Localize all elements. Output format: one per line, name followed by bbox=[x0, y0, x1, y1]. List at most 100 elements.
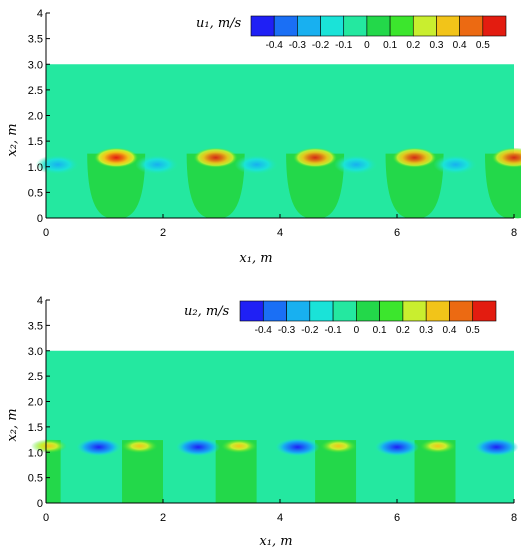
negative-trough bbox=[135, 154, 180, 175]
y-tick-label: 4 bbox=[37, 8, 43, 20]
colorbar-label: -0.2 bbox=[312, 40, 330, 51]
x-tick-label: 0 bbox=[43, 512, 49, 524]
contour-field-u1 bbox=[35, 64, 521, 219]
colorbar-label: 0.3 bbox=[419, 325, 433, 336]
positive-peak bbox=[94, 147, 139, 168]
positive-peak bbox=[30, 439, 67, 454]
colorbar-swatch bbox=[436, 15, 460, 37]
colorbar-label: 0.5 bbox=[476, 40, 490, 51]
y-tick-label: 1.0 bbox=[28, 162, 43, 174]
positive-peak bbox=[492, 147, 521, 168]
colorbar-label: 0.4 bbox=[443, 325, 457, 336]
axes-u1: 0 0.5 1.0 1.5 2.0 2.5 3.0 3.5 4 0 2 4 6 8 bbox=[28, 8, 517, 239]
colorbar-label: -0.4 bbox=[266, 40, 284, 51]
x-tick-label: 8 bbox=[511, 227, 517, 239]
colorbar-swatch bbox=[297, 15, 321, 37]
colorbar-label: 0.2 bbox=[396, 325, 410, 336]
colorbar-label: 0 bbox=[354, 325, 360, 336]
x-tick-label: 4 bbox=[277, 227, 283, 239]
colorbar-swatch bbox=[320, 15, 345, 37]
colorbar-label: 0.2 bbox=[406, 40, 420, 51]
negative-trough bbox=[76, 438, 121, 457]
positive-peak bbox=[392, 147, 437, 168]
x-tick-label: 2 bbox=[160, 227, 166, 239]
colorbar-label: -0.3 bbox=[278, 325, 296, 336]
panel-u1: -0.4 -0.3 -0.2 -0.1 0 0.1 0.2 0.3 0.4 0.5 u₁, m/s… bbox=[5, 8, 521, 266]
axes-u2: 0 0.5 1.0 1.5 2.0 2.5 3.0 3.5 4 0 2 4 6 8 bbox=[28, 295, 517, 524]
y-axis-label-u1: x₂, m bbox=[5, 123, 20, 156]
negative-trough bbox=[275, 438, 320, 457]
colorbar-swatch bbox=[250, 15, 275, 37]
y-tick-label: 0.5 bbox=[28, 187, 43, 199]
colorbar-label: 0.4 bbox=[453, 40, 467, 51]
negative-trough bbox=[433, 154, 478, 175]
y-tick-label: 1.5 bbox=[28, 136, 43, 148]
negative-trough bbox=[375, 438, 419, 457]
x-tick-label: 8 bbox=[511, 512, 517, 524]
colorbar-u2: -0.4 -0.3 -0.2 -0.1 0 0.1 0.2 0.3 0.4 0.5 bbox=[239, 300, 497, 336]
negative-trough bbox=[35, 154, 80, 175]
negative-trough bbox=[176, 438, 221, 457]
colorbar-swatch bbox=[332, 300, 357, 322]
y-tick-label: 0 bbox=[37, 498, 43, 510]
colorbar-swatch bbox=[482, 15, 507, 37]
positive-peak bbox=[121, 439, 158, 454]
field-lobe bbox=[485, 153, 521, 219]
positive-peak bbox=[293, 147, 338, 168]
colorbar-swatch bbox=[472, 300, 497, 322]
y-tick-label: 0.5 bbox=[28, 473, 43, 485]
negative-trough bbox=[474, 438, 519, 457]
colorbar-swatch bbox=[262, 300, 287, 322]
x-tick-label: 6 bbox=[394, 227, 400, 239]
colorbar-swatch bbox=[343, 15, 368, 37]
field-lobe bbox=[286, 153, 345, 219]
x-tick-label: 6 bbox=[394, 512, 400, 524]
x-tick-label: 4 bbox=[277, 512, 283, 524]
colorbar-swatch bbox=[366, 15, 391, 37]
x-tick-label: 0 bbox=[43, 227, 49, 239]
y-tick-label: 2.5 bbox=[28, 371, 43, 383]
colorbar-swatch bbox=[402, 300, 427, 322]
colorbar-u1: -0.4 -0.3 -0.2 -0.1 0 0.1 0.2 0.3 0.4 0.5 bbox=[250, 15, 507, 51]
y-axis-label-u2: x₂, m bbox=[5, 408, 20, 441]
y-tick-label: 3.0 bbox=[28, 59, 43, 71]
colorbar-label: -0.4 bbox=[255, 325, 273, 336]
negative-trough bbox=[334, 154, 379, 175]
positive-peak bbox=[193, 147, 238, 168]
positive-peak bbox=[221, 439, 258, 454]
x-axis-label-u2: x₁, m bbox=[259, 534, 292, 549]
positive-peak bbox=[320, 439, 357, 454]
field-lobe bbox=[186, 153, 245, 219]
colorbar-swatch bbox=[273, 15, 298, 37]
colorbar-label: -0.3 bbox=[289, 40, 307, 51]
colorbar-swatch bbox=[239, 300, 264, 322]
legend-title-u1: u₁, m/s bbox=[196, 16, 242, 31]
colorbar-swatch bbox=[286, 300, 311, 322]
panel-u2: -0.4 -0.3 -0.2 -0.1 0 0.1 0.2 0.3 0.4 0.5 u₂, m/s… bbox=[5, 295, 519, 549]
y-tick-label: 4 bbox=[37, 295, 43, 307]
colorbar-label: 0.1 bbox=[373, 325, 387, 336]
legend-title-u2: u₂, m/s bbox=[184, 304, 230, 319]
colorbar-swatch bbox=[459, 15, 484, 37]
positive-peak bbox=[419, 439, 456, 454]
colorbar-swatch bbox=[425, 300, 450, 322]
y-tick-label: 2.0 bbox=[28, 111, 43, 123]
colorbar-label: 0.1 bbox=[383, 40, 397, 51]
colorbar-swatch bbox=[379, 300, 404, 322]
colorbar-label: -0.2 bbox=[301, 325, 319, 336]
colorbar-swatch bbox=[412, 15, 437, 37]
y-tick-label: 3.5 bbox=[28, 34, 43, 46]
colorbar-label: 0.5 bbox=[466, 325, 480, 336]
colorbar-swatch bbox=[309, 300, 334, 322]
contour-field-u2 bbox=[30, 350, 519, 503]
negative-trough bbox=[234, 154, 279, 175]
colorbar-swatch bbox=[389, 15, 414, 37]
y-tick-label: 1.5 bbox=[28, 422, 43, 434]
y-tick-label: 3.5 bbox=[28, 320, 43, 332]
y-tick-label: 3.0 bbox=[28, 346, 43, 358]
colorbar-label: 0 bbox=[364, 40, 370, 51]
y-tick-label: 2.5 bbox=[28, 85, 43, 97]
y-tick-label: 2.0 bbox=[28, 397, 43, 409]
colorbar-label: -0.1 bbox=[324, 325, 342, 336]
